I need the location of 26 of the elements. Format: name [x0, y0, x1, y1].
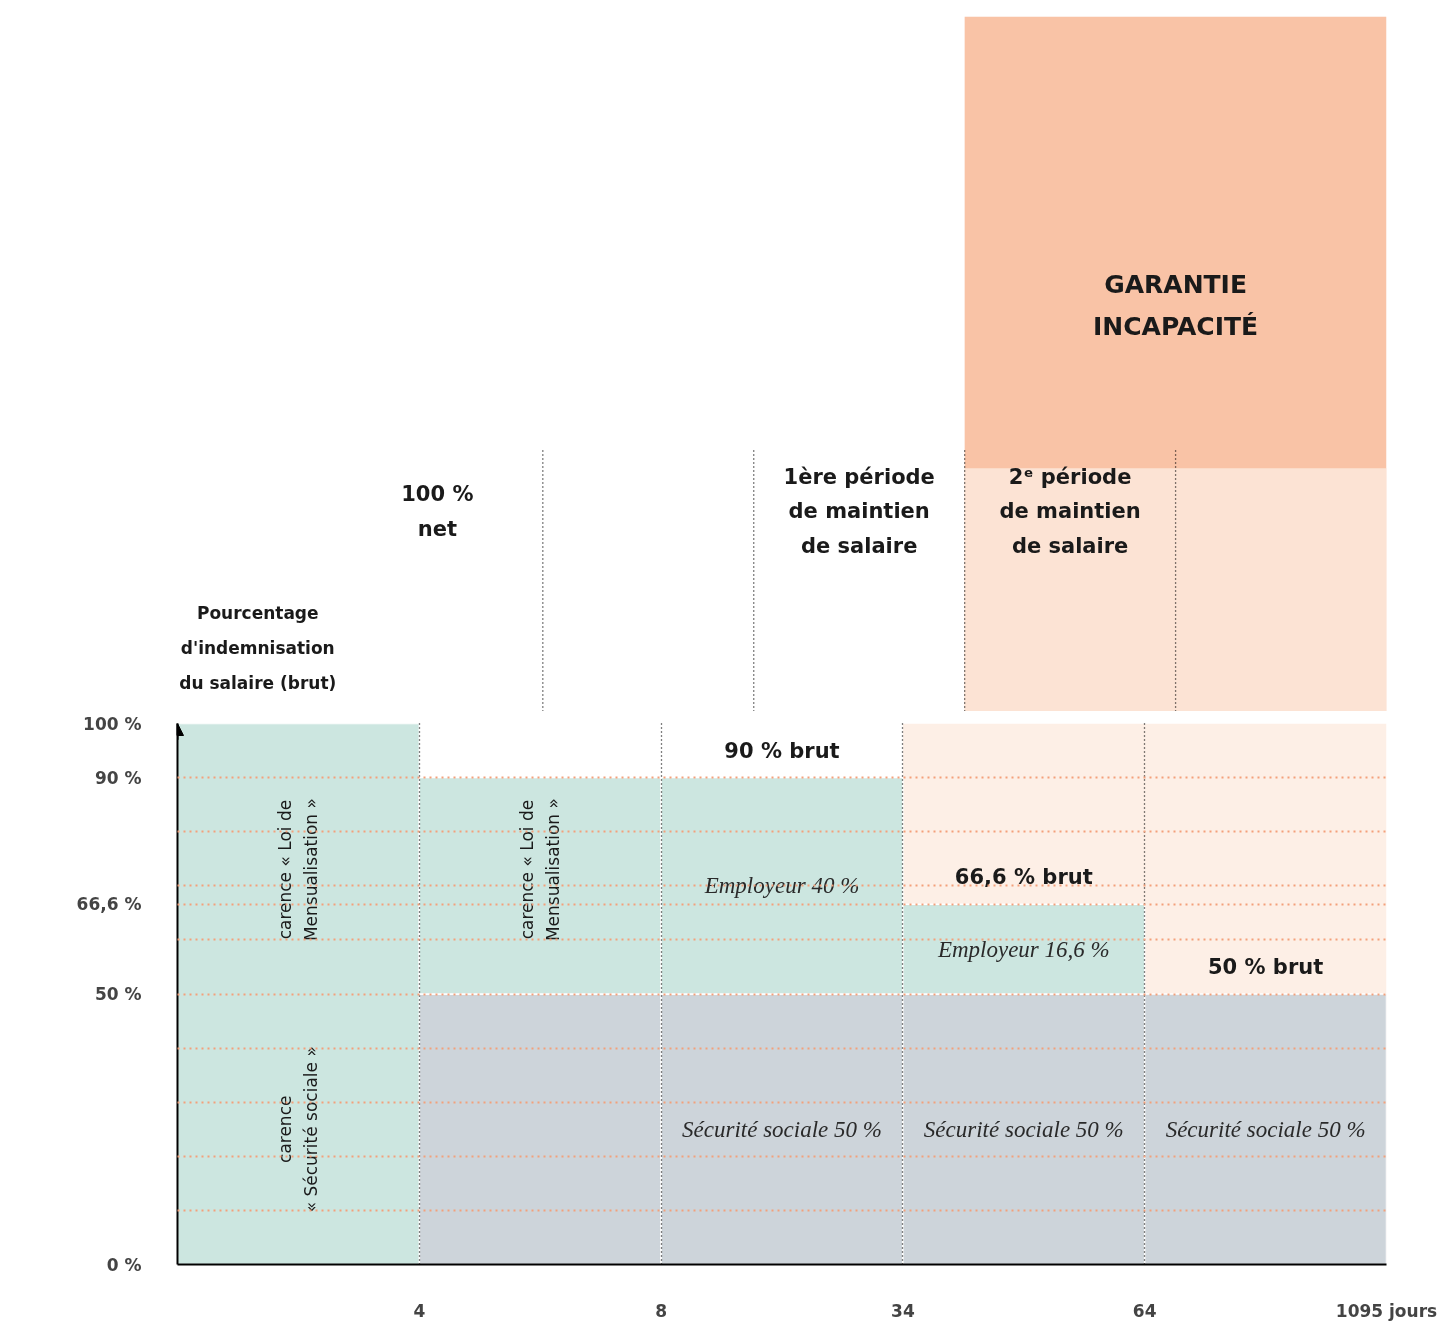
text: 100 % net	[401, 481, 474, 541]
y-axis-title: Pourcentage d'indemnisation du salaire (brut)	[179, 603, 337, 694]
annotation: carence « Sécurité sociale »	[275, 1046, 322, 1213]
text: 34	[891, 1300, 915, 1321]
y-tick-label: 0 %	[106, 1254, 142, 1275]
data-label: Sécurité sociale 50 %	[923, 1116, 1124, 1142]
text: GARANTIE INCAPACITÉ	[1093, 270, 1259, 342]
y-tick-label: 90 %	[94, 767, 142, 788]
data-label: Sécurité sociale 50 %	[1165, 1116, 1366, 1142]
text: 4	[413, 1300, 426, 1321]
annotation: 90 % brut	[724, 738, 840, 763]
y-tick-label: 100 %	[83, 713, 142, 734]
annotation: carence « Loi de Mensualisation »	[275, 798, 322, 942]
text: 1095 jours	[1335, 1300, 1438, 1321]
text: 1ère période de maintien de salaire	[783, 464, 935, 559]
data-label: Sécurité sociale 50 %	[682, 1116, 882, 1142]
y-tick-label: 66,6 %	[76, 894, 142, 915]
y-tick-label: 50 %	[94, 984, 142, 1004]
annotation: 66,6 % brut	[954, 865, 1093, 890]
text: 64	[1132, 1300, 1157, 1321]
annotation: carence « Loi de Mensualisation »	[517, 798, 564, 942]
data-label: Employeur 16,6 %	[936, 936, 1110, 962]
data-label: Employeur 40 %	[703, 873, 860, 899]
text: 2ᵉ période de maintien de salaire	[999, 464, 1141, 559]
text: 8	[655, 1300, 668, 1321]
annotation: 50 % brut	[1207, 954, 1324, 979]
